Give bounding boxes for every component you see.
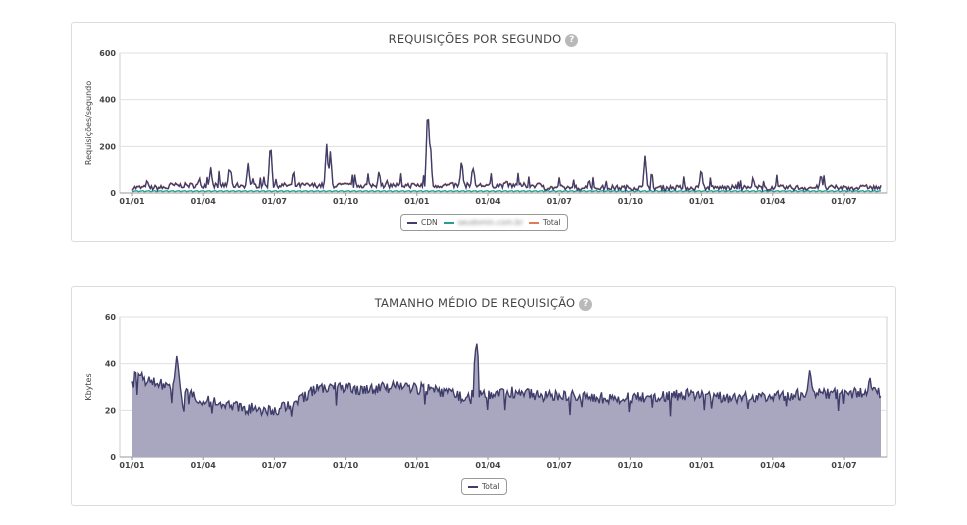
- series-line-cdn: [131, 119, 882, 194]
- x-tick-label: 01/04: [760, 461, 786, 470]
- series-area-total: [132, 343, 881, 457]
- x-tick-label: 01/01: [404, 461, 430, 470]
- x-tick-label: 01/04: [191, 461, 217, 470]
- y-tick-label: 0: [110, 189, 116, 198]
- legend-label: Total: [482, 482, 500, 491]
- x-tick-label: 01/01: [404, 197, 430, 206]
- help-icon[interactable]: ?: [565, 34, 579, 47]
- legend-label: Total: [543, 218, 561, 227]
- x-tick-label: 01/10: [333, 461, 359, 470]
- chart-title-size-text: TAMANHO MÉDIO DE REQUISIÇÃO: [374, 296, 576, 310]
- y-tick-label: 400: [99, 96, 116, 105]
- x-tick-label: 01/10: [618, 461, 644, 470]
- y-tick-label: 600: [99, 49, 116, 58]
- plot-border: [119, 52, 888, 194]
- x-tick-label: 01/04: [760, 197, 786, 206]
- x-tick-label: 01/01: [119, 461, 145, 470]
- legend-swatch: [468, 485, 478, 488]
- legend-item-total[interactable]: Total: [529, 218, 561, 227]
- legend-swatch: [407, 221, 417, 224]
- y-tick-label: 200: [99, 142, 116, 151]
- x-tick-label: 01/07: [547, 461, 572, 470]
- x-tick-label: 01/04: [475, 461, 501, 470]
- x-tick-label: 01/07: [262, 197, 287, 206]
- y-tick-label: 40: [105, 360, 117, 369]
- series-line-domain: [131, 189, 882, 193]
- x-tick-label: 01/01: [689, 461, 715, 470]
- chart-title-size: TAMANHO MÉDIO DE REQUISIÇÃO?: [72, 296, 895, 311]
- chart-legend-size: Total: [461, 478, 507, 495]
- requests-per-second-panel: REQUISIÇÕES POR SEGUNDO? 0 200 400 600 01/01…: [71, 22, 896, 242]
- chart-title-requests-text: REQUISIÇÕES POR SEGUNDO: [388, 32, 562, 46]
- legend-item-total[interactable]: Total: [468, 482, 500, 491]
- requests-chart: 0 200 400 600 01/01 01/04 01/07 01/10 01/01 01/04…: [84, 49, 888, 206]
- series-line-total: [131, 343, 882, 418]
- x-tick-label: 01/07: [831, 197, 856, 206]
- legend-label: CDN: [421, 218, 438, 227]
- x-tick-label: 01/04: [475, 197, 501, 206]
- average-request-size-panel: TAMANHO MÉDIO DE REQUISIÇÃO? 0 20 40 60 01/0…: [71, 286, 896, 506]
- legend-label-blurred: seudomin.com.br: [457, 218, 524, 227]
- x-tick-label: 01/10: [333, 197, 359, 206]
- chart-legend-requests: CDN seudomin.com.br Total: [400, 214, 568, 231]
- x-tick-label: 01/07: [262, 461, 287, 470]
- series-line-total: [131, 118, 882, 193]
- x-tick-label: 01/07: [547, 197, 572, 206]
- legend-swatch: [443, 221, 454, 224]
- x-tick-label: 01/04: [191, 197, 217, 206]
- y-tick-label: 20: [105, 406, 117, 415]
- y-axis-label: Requisições/segundo: [84, 81, 93, 165]
- y-tick-label: 0: [110, 453, 116, 462]
- help-icon[interactable]: ?: [579, 298, 593, 311]
- size-chart: 0 20 40 60 01/01 01/04 01/07 01/10 01/01 01/04 01/…: [84, 313, 888, 470]
- x-tick-label: 01/07: [831, 461, 856, 470]
- x-tick-label: 01/10: [618, 197, 644, 206]
- legend-item-domain[interactable]: seudomin.com.br: [443, 218, 524, 227]
- x-tick-label: 01/01: [119, 197, 145, 206]
- legend-item-cdn[interactable]: CDN: [407, 218, 438, 227]
- x-tick-label: 01/01: [689, 197, 715, 206]
- y-axis-label: Kbytes: [84, 373, 93, 400]
- chart-title-requests: REQUISIÇÕES POR SEGUNDO?: [72, 32, 895, 47]
- legend-swatch: [529, 221, 540, 224]
- y-tick-label: 60: [105, 313, 117, 322]
